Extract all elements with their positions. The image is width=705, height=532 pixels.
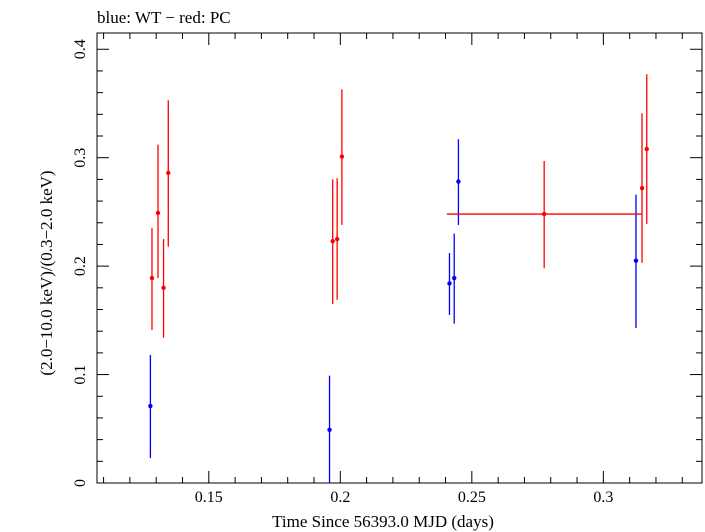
y-axis-label: (2.0−10.0 keV)/(0.3−2.0 keV) bbox=[37, 170, 56, 375]
data-point bbox=[639, 113, 645, 263]
data-point bbox=[166, 100, 171, 247]
point-marker bbox=[155, 210, 161, 216]
y-tick-label: 0.3 bbox=[72, 148, 89, 168]
data-point bbox=[149, 228, 155, 331]
y-tick-label: 0 bbox=[72, 479, 89, 487]
point-marker bbox=[334, 236, 340, 242]
point-marker bbox=[161, 285, 166, 291]
data-point bbox=[452, 233, 457, 324]
point-marker bbox=[639, 185, 645, 191]
point-marker bbox=[166, 170, 171, 176]
x-tick-label: 0.2 bbox=[330, 489, 350, 506]
data-point bbox=[447, 253, 452, 315]
data-point bbox=[633, 194, 639, 328]
point-marker bbox=[447, 281, 452, 286]
point-marker bbox=[633, 258, 639, 263]
data-point bbox=[330, 179, 335, 305]
point-marker bbox=[330, 238, 335, 244]
y-tick-label: 0.2 bbox=[72, 256, 89, 276]
data-point bbox=[644, 74, 649, 224]
y-axis-ticks: 0 0.1 0.2 0.3 0.4 bbox=[72, 39, 702, 487]
plot-frame bbox=[96, 32, 703, 484]
data-point bbox=[334, 178, 340, 300]
y-tick-label: 0.4 bbox=[72, 39, 89, 59]
data-marks bbox=[148, 74, 649, 483]
data-point bbox=[456, 139, 461, 225]
data-point bbox=[446, 160, 642, 269]
point-marker bbox=[456, 179, 461, 184]
data-point bbox=[148, 355, 153, 459]
point-marker bbox=[541, 211, 547, 217]
point-marker bbox=[149, 275, 155, 281]
point-marker bbox=[452, 275, 457, 281]
x-axis-ticks: 0.15 0.2 0.25 0.3 bbox=[103, 33, 683, 506]
point-marker bbox=[339, 154, 345, 159]
point-marker bbox=[148, 403, 153, 409]
point-marker bbox=[327, 427, 332, 433]
x-tick-label: 0.15 bbox=[195, 489, 223, 506]
point-marker bbox=[644, 146, 649, 152]
x-axis-label: Time Since 56393.0 MJD (days) bbox=[272, 512, 494, 531]
data-point bbox=[155, 144, 161, 279]
data-point bbox=[327, 375, 332, 483]
x-tick-label: 0.3 bbox=[593, 489, 613, 506]
data-point bbox=[339, 89, 345, 225]
y-tick-label: 0.1 bbox=[72, 365, 89, 385]
x-tick-label: 0.25 bbox=[458, 489, 486, 506]
data-point bbox=[161, 239, 166, 338]
chart-title: blue: WT − red: PC bbox=[97, 8, 231, 27]
